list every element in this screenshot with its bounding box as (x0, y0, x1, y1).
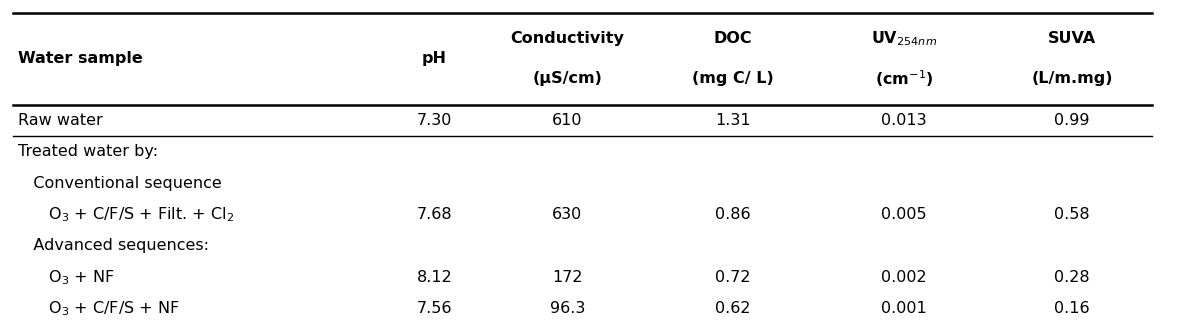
Text: 7.68: 7.68 (417, 207, 453, 222)
Text: SUVA: SUVA (1048, 31, 1096, 46)
Text: UV$_{254nm}$: UV$_{254nm}$ (871, 29, 937, 48)
Text: Water sample: Water sample (19, 51, 143, 66)
Text: 0.72: 0.72 (715, 270, 751, 285)
Text: Treated water by:: Treated water by: (19, 144, 158, 159)
Text: 96.3: 96.3 (550, 301, 585, 316)
Text: 172: 172 (552, 270, 583, 285)
Text: DOC: DOC (714, 31, 752, 46)
Text: 7.56: 7.56 (417, 301, 453, 316)
Text: 0.013: 0.013 (881, 113, 927, 128)
Text: O$_3$ + NF: O$_3$ + NF (19, 268, 115, 287)
Text: 7.30: 7.30 (417, 113, 453, 128)
Text: 0.99: 0.99 (1054, 113, 1090, 128)
Text: 610: 610 (552, 113, 583, 128)
Text: (μS/cm): (μS/cm) (532, 71, 603, 86)
Text: O$_3$ + C/F/S + Filt. + Cl$_2$: O$_3$ + C/F/S + Filt. + Cl$_2$ (19, 205, 234, 224)
Text: 630: 630 (552, 207, 583, 222)
Text: 8.12: 8.12 (417, 270, 453, 285)
Text: 0.86: 0.86 (715, 207, 751, 222)
Text: 0.28: 0.28 (1054, 270, 1090, 285)
Text: 0.002: 0.002 (881, 270, 927, 285)
Text: 0.58: 0.58 (1054, 207, 1090, 222)
Text: 0.16: 0.16 (1054, 301, 1090, 316)
Text: 0.001: 0.001 (881, 301, 927, 316)
Text: Conductivity: Conductivity (511, 31, 624, 46)
Text: 1.31: 1.31 (715, 113, 751, 128)
Text: Conventional sequence: Conventional sequence (19, 176, 222, 190)
Text: O$_3$ + C/F/S + NF: O$_3$ + C/F/S + NF (19, 299, 180, 318)
Text: (mg C/ L): (mg C/ L) (691, 71, 773, 86)
Text: 0.005: 0.005 (881, 207, 927, 222)
Text: 0.62: 0.62 (715, 301, 751, 316)
Text: Raw water: Raw water (19, 113, 103, 128)
Text: (L/m.mg): (L/m.mg) (1032, 71, 1112, 86)
Text: Advanced sequences:: Advanced sequences: (19, 238, 209, 253)
Text: (cm$^{-1}$): (cm$^{-1}$) (875, 68, 933, 89)
Text: pH: pH (422, 51, 447, 66)
